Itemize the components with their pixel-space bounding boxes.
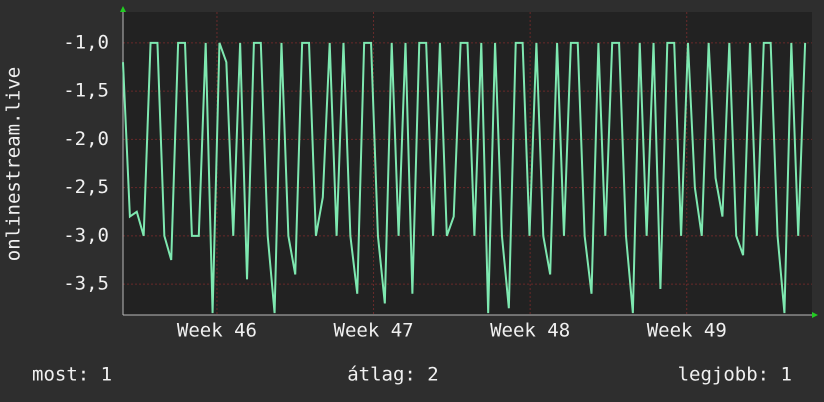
y-tick-label: -1,5 <box>63 80 109 102</box>
x-tick-label: Week 47 <box>334 320 414 342</box>
y-tick-label: -1,0 <box>63 31 109 53</box>
y-tick-label: -2,0 <box>63 128 109 150</box>
stat: most: 1 <box>32 364 112 386</box>
axis-arrow <box>812 312 818 318</box>
y-axis-label: onlinestream.live <box>3 67 25 261</box>
axis-arrow <box>120 6 126 12</box>
y-tick-label: -3,0 <box>63 224 109 246</box>
stat: átlag: 2 <box>347 364 439 386</box>
x-tick-label: Week 49 <box>647 320 727 342</box>
y-tick-label: -2,5 <box>63 176 109 198</box>
x-tick-label: Week 46 <box>177 320 257 342</box>
stat: legjobb: 1 <box>678 364 792 386</box>
data-line <box>122 41 807 314</box>
x-tick-label: Week 48 <box>490 320 570 342</box>
y-tick-label: -3,5 <box>63 273 109 295</box>
